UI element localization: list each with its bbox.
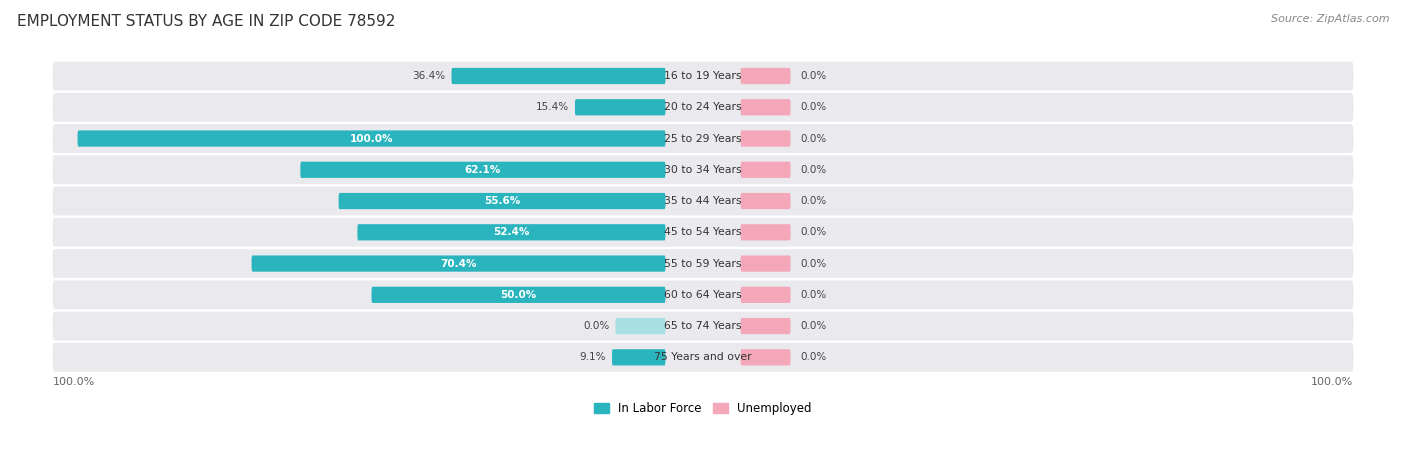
Text: 0.0%: 0.0% bbox=[800, 352, 827, 362]
Text: 75 Years and over: 75 Years and over bbox=[654, 352, 752, 362]
FancyBboxPatch shape bbox=[52, 155, 1354, 184]
FancyBboxPatch shape bbox=[741, 162, 790, 178]
Text: 25 to 29 Years: 25 to 29 Years bbox=[664, 134, 742, 144]
Text: 35 to 44 Years: 35 to 44 Years bbox=[664, 196, 742, 206]
FancyBboxPatch shape bbox=[52, 218, 1354, 247]
FancyBboxPatch shape bbox=[52, 343, 1354, 372]
FancyBboxPatch shape bbox=[301, 162, 665, 178]
FancyBboxPatch shape bbox=[339, 193, 665, 209]
FancyBboxPatch shape bbox=[741, 349, 790, 365]
FancyBboxPatch shape bbox=[612, 349, 665, 365]
Text: 0.0%: 0.0% bbox=[800, 165, 827, 175]
FancyBboxPatch shape bbox=[357, 224, 665, 240]
Text: EMPLOYMENT STATUS BY AGE IN ZIP CODE 78592: EMPLOYMENT STATUS BY AGE IN ZIP CODE 785… bbox=[17, 14, 395, 28]
Text: 50.0%: 50.0% bbox=[501, 290, 537, 300]
FancyBboxPatch shape bbox=[52, 93, 1354, 122]
Text: 30 to 34 Years: 30 to 34 Years bbox=[664, 165, 742, 175]
FancyBboxPatch shape bbox=[741, 68, 790, 84]
Text: 100.0%: 100.0% bbox=[52, 377, 94, 387]
Text: 70.4%: 70.4% bbox=[440, 259, 477, 269]
FancyBboxPatch shape bbox=[741, 256, 790, 272]
Legend: In Labor Force, Unemployed: In Labor Force, Unemployed bbox=[589, 397, 817, 419]
FancyBboxPatch shape bbox=[252, 256, 665, 272]
Text: 65 to 74 Years: 65 to 74 Years bbox=[664, 321, 742, 331]
Text: 55 to 59 Years: 55 to 59 Years bbox=[664, 259, 742, 269]
Text: 15.4%: 15.4% bbox=[536, 102, 568, 112]
FancyBboxPatch shape bbox=[52, 249, 1354, 278]
Text: 45 to 54 Years: 45 to 54 Years bbox=[664, 227, 742, 237]
FancyBboxPatch shape bbox=[52, 280, 1354, 309]
FancyBboxPatch shape bbox=[741, 99, 790, 115]
FancyBboxPatch shape bbox=[741, 224, 790, 240]
Text: 0.0%: 0.0% bbox=[800, 134, 827, 144]
Text: 20 to 24 Years: 20 to 24 Years bbox=[664, 102, 742, 112]
Text: 0.0%: 0.0% bbox=[800, 71, 827, 81]
Text: Source: ZipAtlas.com: Source: ZipAtlas.com bbox=[1271, 14, 1389, 23]
Text: 62.1%: 62.1% bbox=[465, 165, 501, 175]
FancyBboxPatch shape bbox=[741, 287, 790, 303]
FancyBboxPatch shape bbox=[451, 68, 665, 84]
Text: 0.0%: 0.0% bbox=[800, 196, 827, 206]
FancyBboxPatch shape bbox=[52, 187, 1354, 216]
Text: 0.0%: 0.0% bbox=[800, 290, 827, 300]
Text: 100.0%: 100.0% bbox=[1312, 377, 1354, 387]
FancyBboxPatch shape bbox=[52, 62, 1354, 90]
FancyBboxPatch shape bbox=[575, 99, 665, 115]
Text: 52.4%: 52.4% bbox=[494, 227, 530, 237]
FancyBboxPatch shape bbox=[741, 193, 790, 209]
FancyBboxPatch shape bbox=[371, 287, 665, 303]
Text: 100.0%: 100.0% bbox=[350, 134, 394, 144]
Text: 16 to 19 Years: 16 to 19 Years bbox=[664, 71, 742, 81]
FancyBboxPatch shape bbox=[52, 124, 1354, 153]
Text: 55.6%: 55.6% bbox=[484, 196, 520, 206]
Text: 60 to 64 Years: 60 to 64 Years bbox=[664, 290, 742, 300]
Text: 0.0%: 0.0% bbox=[800, 227, 827, 237]
FancyBboxPatch shape bbox=[741, 318, 790, 334]
Text: 0.0%: 0.0% bbox=[583, 321, 609, 331]
FancyBboxPatch shape bbox=[77, 130, 665, 147]
Text: 0.0%: 0.0% bbox=[800, 259, 827, 269]
Text: 0.0%: 0.0% bbox=[800, 321, 827, 331]
FancyBboxPatch shape bbox=[741, 130, 790, 147]
Text: 36.4%: 36.4% bbox=[412, 71, 446, 81]
Text: 0.0%: 0.0% bbox=[800, 102, 827, 112]
FancyBboxPatch shape bbox=[52, 312, 1354, 341]
FancyBboxPatch shape bbox=[616, 318, 665, 334]
Text: 9.1%: 9.1% bbox=[579, 352, 606, 362]
